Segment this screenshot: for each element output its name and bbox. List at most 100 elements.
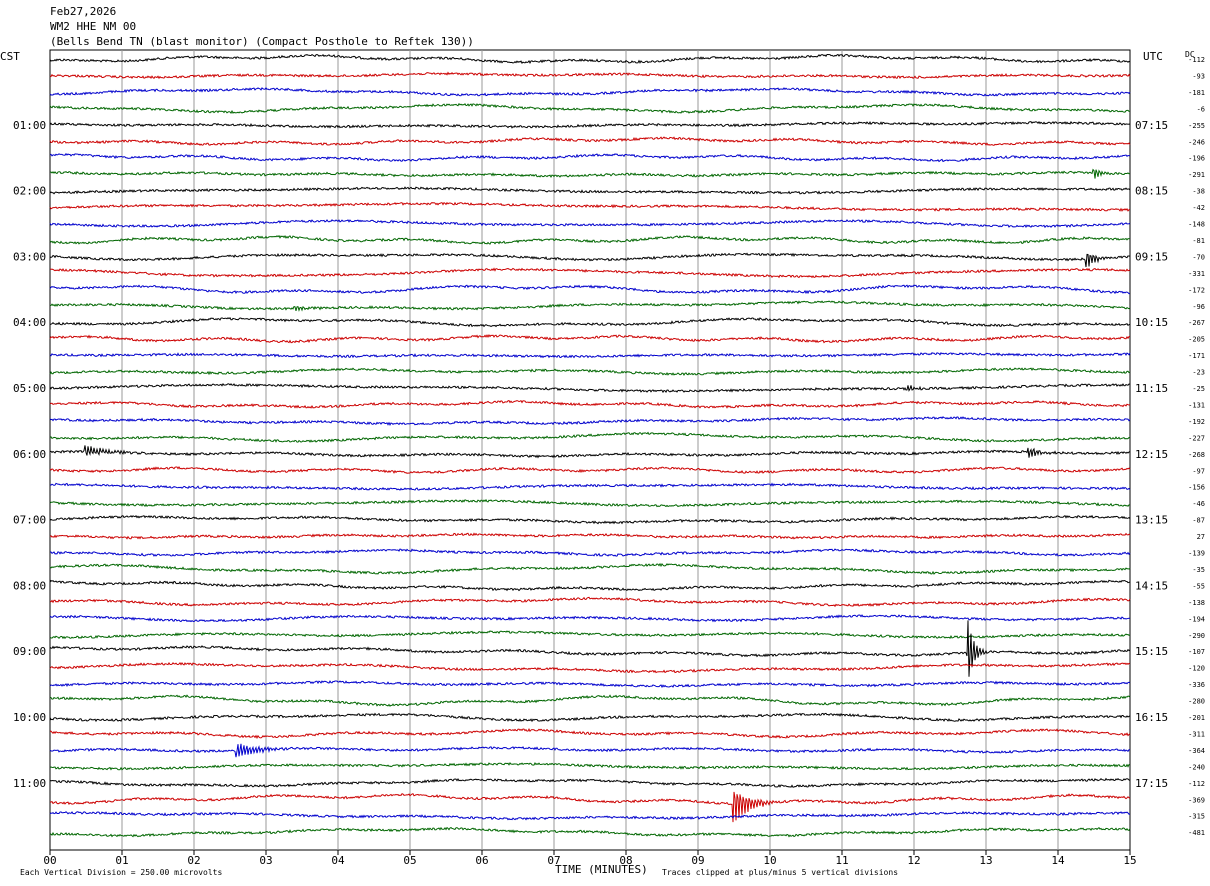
trace-2 xyxy=(49,71,1131,80)
seismic-traces xyxy=(49,53,1131,838)
trace-17 xyxy=(49,317,1131,328)
dc-offset-label: -139 xyxy=(1188,550,1205,558)
dc-offset-label: -97 xyxy=(1192,467,1205,475)
trace-28 xyxy=(49,498,1130,508)
dc-offset-label: -255 xyxy=(1188,122,1205,130)
trace-8 xyxy=(49,168,1130,179)
trace-5 xyxy=(49,120,1131,129)
trace-41 xyxy=(49,712,1131,723)
trace-32 xyxy=(49,562,1131,575)
left-hour-label: 06:00 xyxy=(13,448,46,461)
trace-20 xyxy=(49,367,1131,376)
dc-offset-label: -369 xyxy=(1188,796,1205,804)
dc-offset-label: -25 xyxy=(1192,385,1205,393)
trace-11 xyxy=(49,219,1131,229)
x-tick-label: 01 xyxy=(115,854,128,867)
trace-39 xyxy=(49,680,1131,689)
left-hour-label: 03:00 xyxy=(13,250,46,263)
dc-offset-label: -107 xyxy=(1188,648,1205,656)
trace-33 xyxy=(49,579,1131,592)
dc-offset-label: -93 xyxy=(1192,72,1205,80)
x-axis-label: TIME (MINUTES) xyxy=(555,863,648,876)
station-label: WM2 HHE NM 00 xyxy=(50,20,137,33)
left-hour-labels: 01:00 02:00 03:00 04:00 05:00 06:00 07:00 08:00… xyxy=(13,119,46,790)
trace-48 xyxy=(49,826,1131,838)
trace-24 xyxy=(49,431,1131,443)
right-hour-label: 16:15 xyxy=(1135,711,1168,724)
x-tick-labels: 00 01 02 03 04 05 06 07 08 09 10 11 12 13 14 15 xyxy=(43,850,1137,867)
right-hour-label: 10:15 xyxy=(1135,316,1168,329)
dc-offset-label: -246 xyxy=(1188,138,1205,146)
left-hour-label: 11:00 xyxy=(13,777,46,790)
dc-offset-label: -267 xyxy=(1188,319,1205,327)
dc-offset-label: -23 xyxy=(1192,369,1205,377)
dc-offset-label: -280 xyxy=(1188,698,1205,706)
x-tick-label: 10 xyxy=(763,854,776,867)
trace-43 xyxy=(49,743,1131,758)
trace-35 xyxy=(49,614,1131,623)
dc-offset-label: -148 xyxy=(1188,221,1205,229)
x-tick-label: 14 xyxy=(1051,854,1065,867)
trace-37 xyxy=(49,620,1131,677)
trace-47 xyxy=(49,810,1131,821)
dc-offset-label: -171 xyxy=(1188,352,1205,360)
trace-6 xyxy=(49,136,1131,146)
right-hour-labels: 07:15 08:15 09:15 10:15 11:15 12:15 13:15 14:15… xyxy=(1135,119,1168,790)
clip-note: Traces clipped at plus/minus 5 vertical … xyxy=(662,868,898,877)
x-tick-label: 04 xyxy=(331,854,345,867)
right-hour-label: 11:15 xyxy=(1135,382,1168,395)
trace-46 xyxy=(49,791,1131,823)
dc-offset-label: -55 xyxy=(1192,582,1205,590)
dc-offset-label: -46 xyxy=(1192,500,1205,508)
x-tick-label: 05 xyxy=(403,854,416,867)
x-tick-label: 15 xyxy=(1123,854,1136,867)
left-hour-label: 08:00 xyxy=(13,579,46,592)
time-grid xyxy=(49,49,1131,851)
trace-18 xyxy=(49,334,1131,344)
trace-40 xyxy=(49,694,1131,707)
dc-offset-labels: -112 -93 -181 -6 -255 -246 -196 -291 -38 -42 -148 -… xyxy=(1188,56,1205,837)
right-hour-label: 12:15 xyxy=(1135,448,1168,461)
x-tick-label: 02 xyxy=(187,854,200,867)
dc-offset-label: -38 xyxy=(1192,188,1205,196)
dc-offset-label: -112 xyxy=(1188,780,1205,788)
left-timezone-label: CST xyxy=(0,50,20,63)
dc-offset-label: -201 xyxy=(1188,714,1205,722)
dc-offset-label: -481 xyxy=(1188,829,1205,837)
trace-7 xyxy=(49,152,1131,163)
trace-29 xyxy=(49,514,1131,525)
dc-offset-label: -172 xyxy=(1188,286,1205,294)
dc-offset-label: -87 xyxy=(1192,517,1205,525)
trace-10 xyxy=(49,201,1131,212)
trace-27 xyxy=(49,482,1131,491)
trace-36 xyxy=(49,630,1131,640)
left-hour-label: 09:00 xyxy=(13,645,46,658)
x-tick-label: 07 xyxy=(547,854,560,867)
trace-34 xyxy=(49,596,1131,608)
right-hour-label: 17:15 xyxy=(1135,777,1168,790)
trace-1 xyxy=(49,53,1131,64)
trace-13 xyxy=(49,252,1131,268)
trace-3 xyxy=(49,87,1131,97)
dc-offset-label: -268 xyxy=(1188,451,1205,459)
trace-22 xyxy=(49,400,1131,409)
dc-offset-label: -181 xyxy=(1188,89,1205,97)
left-hour-label: 07:00 xyxy=(13,514,46,527)
x-tick-label: 08 xyxy=(619,854,632,867)
dc-offset-label: 27 xyxy=(1197,533,1205,541)
dc-offset-label: -96 xyxy=(1192,303,1205,311)
right-hour-label: 07:15 xyxy=(1135,119,1168,132)
trace-30 xyxy=(49,532,1131,540)
dc-offset-label: -6 xyxy=(1197,105,1205,113)
trace-12 xyxy=(49,234,1130,245)
date-label: Feb27,2026 xyxy=(50,5,117,18)
trace-4 xyxy=(49,102,1131,115)
dc-offset-label: -227 xyxy=(1188,434,1205,442)
trace-44 xyxy=(49,762,1131,771)
description-label: (Bells Bend TN (blast monitor) (Compact … xyxy=(50,35,474,48)
x-tick-label: 13 xyxy=(979,854,992,867)
dc-offset-label: -331 xyxy=(1188,270,1205,278)
dc-offset-label: -194 xyxy=(1188,615,1205,623)
trace-9 xyxy=(49,186,1131,195)
x-tick-label: 06 xyxy=(475,854,488,867)
